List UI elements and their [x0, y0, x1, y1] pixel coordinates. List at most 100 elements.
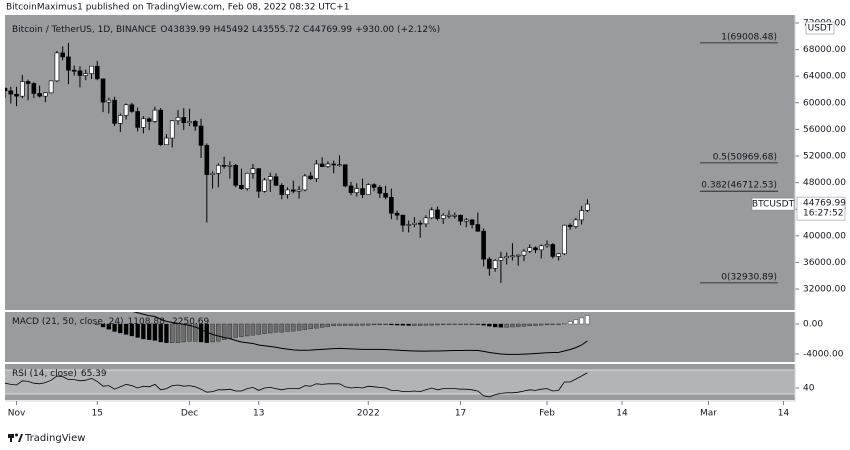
- macd-histogram-bar: [400, 323, 406, 326]
- candle-body: [331, 163, 336, 166]
- candle-body: [135, 111, 140, 128]
- macd-histogram-bar: [106, 323, 111, 330]
- candle-body: [89, 65, 94, 74]
- candle-body: [19, 81, 25, 97]
- x-tick-label: 2022: [357, 409, 380, 419]
- candle-body: [417, 222, 423, 225]
- candle-body: [412, 222, 417, 225]
- candle-body: [43, 92, 48, 97]
- y-tick-label: 40: [803, 384, 815, 394]
- candle-body: [469, 219, 475, 225]
- candle-body: [112, 99, 117, 124]
- ohlc-item: O43839.99: [160, 25, 210, 35]
- candle-body: [164, 137, 169, 146]
- macd-histogram-bar: [383, 323, 388, 325]
- macd-histogram-bar: [406, 323, 411, 326]
- fib-label: 0.382(46712.53): [701, 181, 777, 191]
- candle-body: [446, 214, 452, 217]
- macd-histogram-bar: [487, 323, 492, 327]
- fib-label: 0(32930.89): [721, 272, 777, 282]
- macd-histogram-bar: [320, 323, 325, 328]
- candle-body: [400, 214, 406, 226]
- candle-body: [31, 83, 37, 94]
- y-tick-label: 32000.00: [803, 285, 846, 295]
- price-legend: Bitcoin / TetherUS, 1D, BINANCE O43839.99…: [12, 25, 444, 35]
- macd-histogram-bar: [123, 323, 129, 335]
- candle-body: [118, 115, 123, 124]
- macd-histogram-bar: [366, 323, 371, 326]
- rsi-pane: [5, 369, 795, 398]
- panes: [5, 15, 795, 400]
- ohlc-item: C44769.99: [303, 25, 352, 35]
- macd-histogram-bar: [152, 323, 158, 341]
- x-tick-label: 14: [778, 409, 790, 419]
- candle-body: [60, 52, 65, 58]
- pane-background: [5, 15, 795, 310]
- candle-body: [360, 188, 365, 195]
- macd-histogram-bar: [227, 323, 233, 339]
- x-tick-label: 13: [253, 409, 264, 419]
- macd-histogram-bar: [233, 323, 238, 338]
- macd-histogram-bar: [469, 323, 475, 325]
- macd-histogram-bar: [118, 323, 123, 334]
- macd-histogram-bar: [268, 323, 273, 334]
- macd-histogram-bar: [360, 323, 365, 326]
- candle-body: [325, 163, 331, 167]
- y-tick-label: 56000.00: [803, 125, 846, 135]
- candle-body: [487, 258, 492, 269]
- ohlc-key: C: [302, 25, 310, 35]
- countdown-label: 16:27:52: [803, 209, 843, 219]
- macd-histogram-bar: [533, 323, 538, 326]
- candle-body: [158, 109, 163, 146]
- candle-body: [579, 210, 584, 221]
- macd-histogram-bar: [394, 323, 400, 326]
- ohlc-value: 43555.72: [256, 25, 300, 35]
- rsi-value: 65.39: [80, 369, 107, 379]
- candle-body: [262, 179, 267, 192]
- candle-body: [481, 230, 486, 260]
- candle-body: [452, 214, 458, 217]
- macd-histogram-bar: [221, 323, 227, 340]
- macd-histogram-bar: [296, 323, 302, 331]
- macd-histogram-bar: [458, 323, 463, 325]
- candle-body: [141, 118, 146, 128]
- candle-body: [394, 212, 400, 216]
- macd-line-value: -2250.69: [168, 317, 210, 327]
- rsi-band: [5, 370, 795, 394]
- candle-body: [389, 196, 394, 214]
- candle-body: [267, 176, 273, 181]
- candle-body: [239, 184, 244, 189]
- candle-body: [573, 219, 579, 227]
- macd-histogram-bar: [435, 323, 440, 326]
- macd-histogram-bar: [141, 323, 146, 340]
- y-tick-label: 52000.00: [803, 152, 846, 162]
- macd-histogram-bar: [210, 323, 215, 343]
- x-tick-label: Dec: [181, 409, 198, 419]
- footer-brand: TradingView: [24, 433, 85, 444]
- macd-histogram-bar: [291, 323, 296, 332]
- candle-body: [83, 73, 89, 76]
- candle-body: [440, 214, 446, 219]
- rsi-title: RSI (14, close): [12, 369, 77, 379]
- macd-histogram-bar: [175, 323, 181, 343]
- macd-histogram-bar: [112, 323, 117, 332]
- currency-box: [805, 21, 835, 35]
- candle-body: [94, 65, 100, 80]
- macd-line: [132, 312, 588, 355]
- macd-histogram-bar: [418, 323, 423, 326]
- macd-histogram-bar: [423, 323, 429, 326]
- candle-body: [66, 56, 71, 71]
- axes: 32000.0036000.0040000.0044000.0048000.00…: [5, 15, 850, 419]
- macd-histogram-bar: [579, 317, 584, 325]
- ohlc-key: H: [213, 25, 221, 35]
- macd-histogram-bar: [273, 323, 279, 333]
- macd-histogram-bar: [95, 323, 100, 325]
- macd-histogram-bar: [544, 323, 550, 325]
- x-tick-label: 14: [616, 409, 628, 419]
- x-tick-label: Nov: [8, 409, 26, 419]
- macd-histogram-bar: [279, 323, 284, 333]
- macd-histogram-bar: [331, 323, 336, 327]
- symbol-tag: [751, 197, 795, 211]
- macd-histogram-bar: [539, 323, 544, 326]
